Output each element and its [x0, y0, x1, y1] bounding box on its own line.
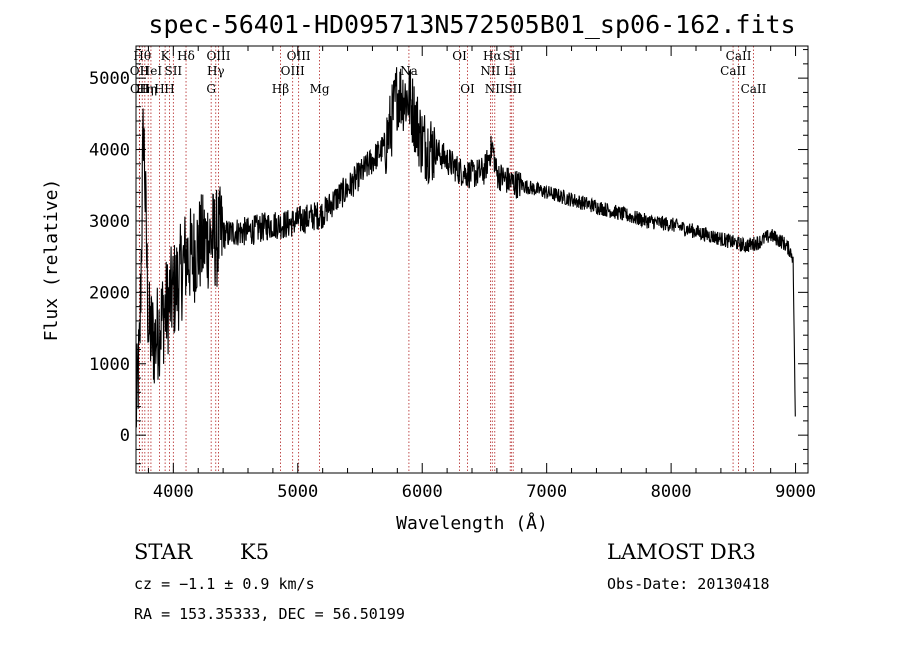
line-marker-label: Hα: [483, 49, 502, 63]
object-subclass: K5: [240, 540, 269, 564]
x-tick-label: 4000: [153, 482, 194, 502]
line-marker-label: CaII: [726, 49, 752, 63]
chart-title: spec-56401-HD095713N572505B01_sp06-162.f…: [148, 10, 795, 39]
x-tick-label: 9000: [775, 482, 816, 502]
line-marker-label: OII: [130, 64, 150, 78]
line-marker-label: Hη: [139, 82, 157, 96]
y-tick-label: 4000: [89, 141, 130, 161]
line-marker-label: K: [161, 49, 171, 63]
line-marker-label: Hδ: [177, 49, 195, 63]
radec-text: RA = 153.35333, DEC = 56.50199: [134, 605, 405, 623]
line-marker-label: HeI: [140, 64, 163, 78]
x-axis-ticks: 4000 5000 6000 7000 8000 9000: [147, 46, 816, 502]
line-marker-label: H: [164, 82, 174, 96]
y-tick-label: 5000: [89, 69, 130, 89]
line-marker-label: OI: [460, 82, 475, 96]
survey-name: LAMOST DR3: [607, 540, 756, 564]
line-marker-label: H: [154, 82, 164, 96]
line-marker-label: CaII: [720, 64, 746, 78]
line-marker-label: Li: [504, 64, 516, 78]
x-tick-label: 8000: [651, 482, 692, 502]
line-marker-label: SII: [504, 82, 522, 96]
line-marker-label: OII: [130, 82, 150, 96]
line-marker-label: OIII: [206, 49, 230, 63]
line-marker-label: NII: [480, 64, 500, 78]
line-marker-label: OIII: [281, 64, 305, 78]
y-tick-label: 0: [120, 426, 130, 446]
y-axis-ticks: 0 1000 2000 3000 4000 5000: [89, 49, 808, 465]
line-marker-label: SII: [164, 64, 182, 78]
redshift-text: cz = −1.1 ± 0.9 km/s: [134, 575, 315, 593]
line-marker-label: OIII: [287, 49, 311, 63]
spectral-line-labels: HθOIIOIIHηHηHeIHKHSIIHδGHγOIIIHβOIIIOIII…: [130, 49, 767, 96]
object-class: STAR: [134, 540, 193, 564]
spectrum-series: [135, 67, 796, 428]
x-tick-label: 7000: [526, 482, 567, 502]
line-marker-label: SII: [502, 49, 520, 63]
line-marker-label: Hβ: [272, 82, 289, 96]
x-axis-label: Wavelength (Å): [396, 512, 548, 534]
x-tick-label: 5000: [277, 482, 318, 502]
y-tick-label: 3000: [89, 212, 130, 232]
line-marker-label: OI: [452, 49, 467, 63]
y-tick-label: 2000: [89, 283, 130, 303]
line-marker-label: CaII: [741, 82, 767, 96]
x-tick-label: 6000: [402, 482, 443, 502]
line-marker-label: Hγ: [207, 64, 225, 78]
line-marker-label: Mg: [310, 82, 330, 96]
obs-date-text: Obs-Date: 20130418: [607, 575, 770, 593]
line-marker-label: G: [206, 82, 216, 96]
y-axis-label: Flux (relative): [41, 179, 62, 342]
y-tick-label: 1000: [89, 355, 130, 375]
line-marker-label: Hθ: [133, 49, 151, 63]
line-marker-label: NII: [485, 82, 505, 96]
